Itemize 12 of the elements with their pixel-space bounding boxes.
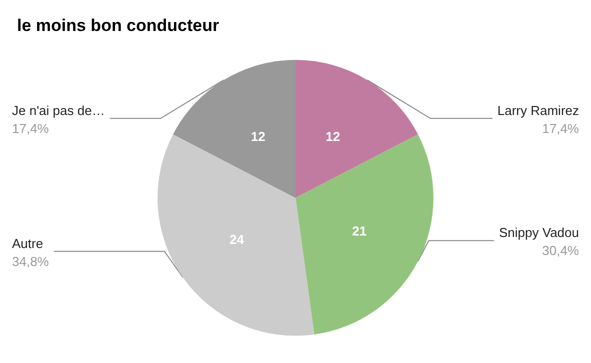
text: 34,8% <box>12 254 50 269</box>
slice-label: Autre <box>12 236 44 251</box>
chart-title: le moins bon conducteur <box>17 16 220 35</box>
text: 17,4% <box>12 120 50 136</box>
text: 17,4% <box>542 120 580 136</box>
data-label: 12 <box>326 128 340 144</box>
slice-label: Je n'ai pas de… <box>12 102 105 118</box>
data-label: 12 <box>250 128 266 144</box>
data-label: 21 <box>352 223 367 238</box>
slice-label: Snippy Vadou <box>499 225 579 240</box>
slice-label: Larry Ramirez <box>497 102 579 118</box>
text: 30,4% <box>542 243 580 258</box>
